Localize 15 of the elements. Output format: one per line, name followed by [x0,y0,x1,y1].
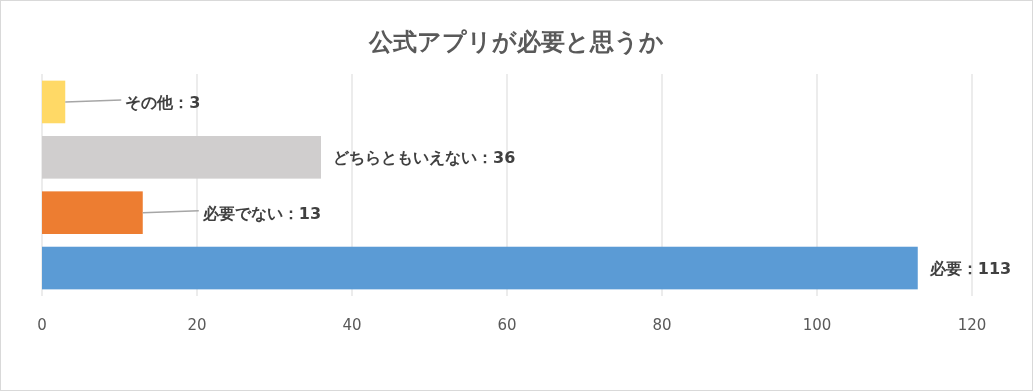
x-tick-label: 0 [37,316,47,334]
data-label: どちらともいえない：36 [333,148,516,168]
x-tick-label: 120 [957,316,987,334]
bar [42,191,143,234]
x-tick-label: 60 [497,316,517,334]
x-tick-label: 20 [187,316,207,334]
x-tick-label: 80 [652,316,672,334]
data-label: 必要：113 [928,259,1012,279]
bar [42,80,66,124]
data-label: その他：3 [125,92,201,112]
x-tick-label: 100 [802,316,832,334]
bar [42,246,918,290]
data-label: 必要でない：13 [201,203,322,223]
x-tick-label: 40 [342,316,362,334]
chart-title: 公式アプリが必要と思うか [368,28,664,56]
